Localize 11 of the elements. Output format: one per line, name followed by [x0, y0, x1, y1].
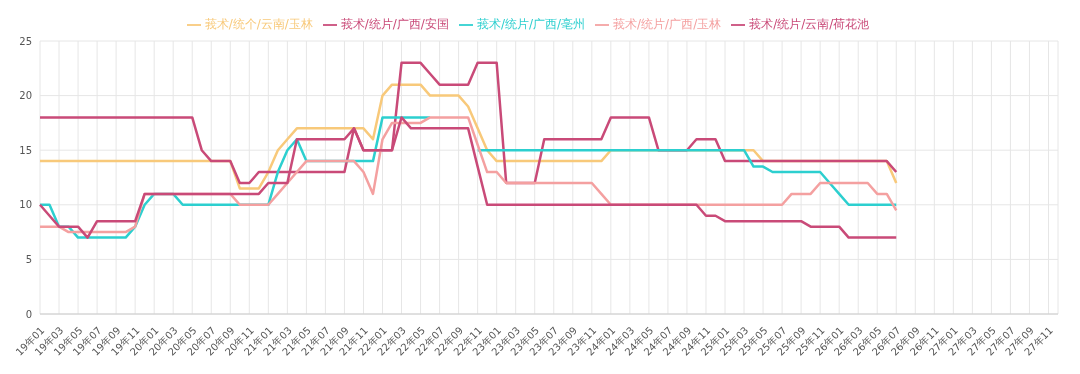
y-tick-label: 0 [25, 308, 32, 320]
legend-label: 莪术/统个/云南/玉林 [204, 17, 313, 31]
y-tick-label: 15 [19, 144, 32, 156]
y-tick-label: 5 [25, 253, 32, 265]
y-tick-label: 25 [19, 35, 32, 47]
y-tick-label: 10 [19, 199, 32, 211]
legend-label: 莪术/统片/广西/玉林 [613, 17, 722, 31]
legend-label: 莪术/统片/广西/安国 [340, 17, 449, 31]
y-tick-label: 20 [19, 90, 32, 102]
legend-label: 莪术/统片/广西/亳州 [476, 17, 586, 31]
legend-label: 莪术/统片/云南/荷花池 [749, 17, 870, 31]
